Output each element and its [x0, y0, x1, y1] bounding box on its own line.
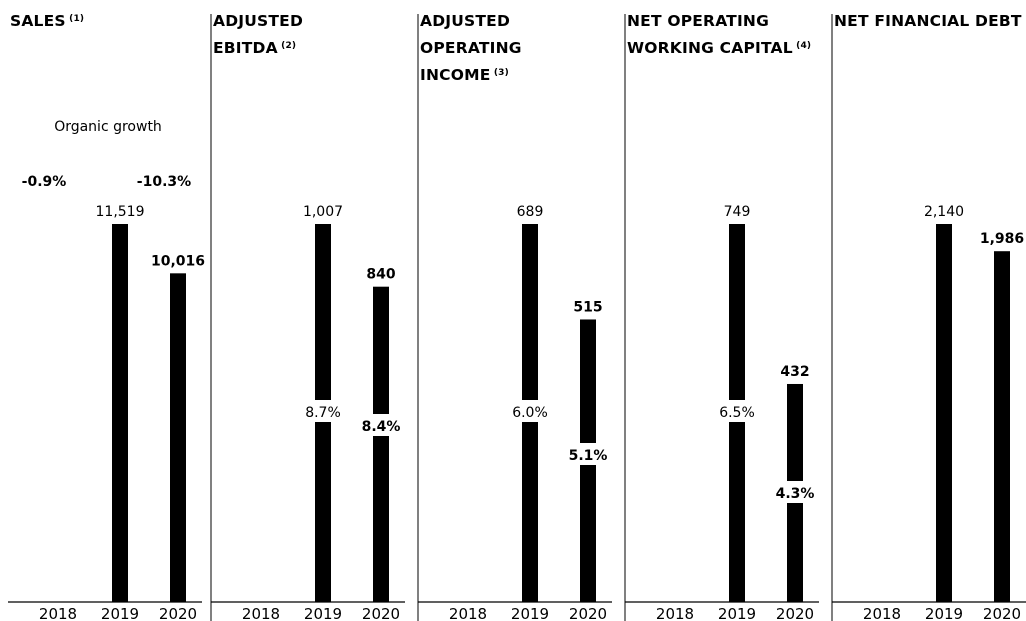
x-tick-label: 2019 [925, 605, 963, 621]
panel-title-line: SALES (1) [10, 12, 84, 30]
panel-title-line: OPERATING [420, 39, 522, 57]
ratio-label: 4.3% [776, 486, 815, 502]
panel-title-line: NET FINANCIAL DEBT [834, 12, 1022, 30]
data-label: 1,986 [980, 231, 1024, 247]
x-tick-label: 2019 [304, 605, 342, 621]
panel-title-line: ADJUSTED [420, 12, 510, 30]
bar-2019 [936, 224, 952, 602]
x-tick-label: 2018 [39, 605, 77, 621]
ratio-label-bg [716, 400, 758, 422]
ratio-label-bg [567, 443, 609, 465]
growth-value: -10.3% [137, 174, 191, 190]
x-tick-label: 2018 [656, 605, 694, 621]
x-tick-label: 2018 [449, 605, 487, 621]
x-tick-label: 2019 [101, 605, 139, 621]
x-tick-label: 2018 [242, 605, 280, 621]
ratio-label-bg [509, 400, 551, 422]
panel-title-line: NET OPERATING [627, 12, 769, 30]
footnote-marker: (3) [491, 68, 509, 78]
ratio-label-bg [774, 481, 816, 503]
ratio-label: 8.7% [305, 405, 341, 421]
data-label: 840 [366, 267, 395, 283]
data-label: 11,519 [96, 204, 145, 220]
x-tick-label: 2020 [983, 605, 1021, 621]
bar-2019 [112, 224, 128, 602]
x-tick-label: 2018 [863, 605, 901, 621]
data-label: 1,007 [303, 204, 343, 220]
data-label: 432 [780, 364, 809, 380]
bar-2020 [373, 286, 389, 602]
ratio-label-bg [360, 414, 402, 436]
data-label: 10,016 [151, 253, 205, 269]
x-tick-label: 2020 [362, 605, 400, 621]
ratio-label: 5.1% [569, 448, 608, 464]
data-label: 2,140 [924, 204, 964, 220]
growth-caption: Organic growth [54, 119, 162, 135]
ratio-label: 6.0% [512, 405, 548, 421]
footnote-marker: (2) [278, 41, 296, 51]
growth-value: -0.9% [22, 174, 67, 190]
data-label: 749 [724, 204, 751, 220]
x-tick-label: 2020 [776, 605, 814, 621]
data-label: 515 [573, 299, 602, 315]
x-tick-label: 2020 [569, 605, 607, 621]
footnote-marker: (4) [793, 41, 811, 51]
ratio-label: 6.5% [719, 405, 755, 421]
x-tick-label: 2020 [159, 605, 197, 621]
panel-title-line: WORKING CAPITAL (4) [627, 39, 811, 57]
data-label: 689 [517, 204, 544, 220]
footnote-marker: (1) [66, 14, 84, 24]
panel-title-line: INCOME (3) [420, 66, 509, 84]
bar-2020 [170, 273, 186, 602]
ratio-label-bg [302, 400, 344, 422]
bar-2020 [994, 251, 1010, 602]
x-tick-label: 2019 [718, 605, 756, 621]
ratio-label: 8.4% [362, 419, 401, 435]
panel-title-line: EBITDA (2) [213, 39, 296, 57]
x-tick-label: 2019 [511, 605, 549, 621]
panel-title-line: ADJUSTED [213, 12, 303, 30]
